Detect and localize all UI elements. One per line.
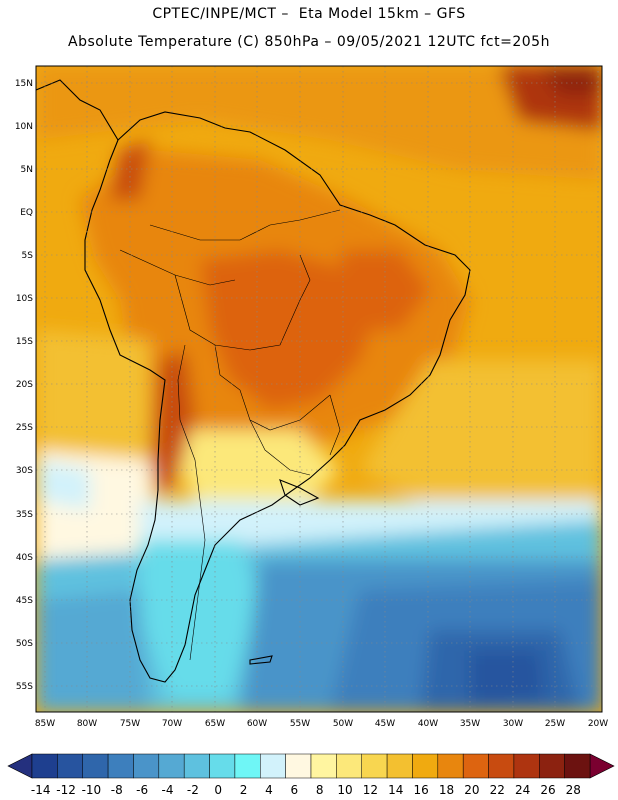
colorbar-tick-label: 8 — [316, 783, 324, 797]
colorbar-swatch — [234, 753, 261, 779]
lat-label: 40S — [16, 553, 33, 563]
colorbar-tick-label: -8 — [111, 783, 123, 797]
lat-label: EQ — [20, 208, 33, 218]
chart-title-line-2: Absolute Temperature (C) 850hPa – 09/05/… — [68, 34, 550, 50]
colorbar-swatch — [133, 753, 160, 779]
colorbar-tick-label: -12 — [56, 783, 76, 797]
colorbar-tick-label: -14 — [31, 783, 51, 797]
lon-label: 45W — [375, 719, 395, 729]
colorbar-swatch — [31, 753, 58, 779]
lon-label: 65W — [205, 719, 225, 729]
lat-label: 10N — [15, 122, 33, 132]
colorbar-swatch — [361, 753, 388, 779]
colorbar-tick-label: 4 — [265, 783, 273, 797]
colorbar-overflow-arrow — [589, 753, 615, 779]
colorbar-tick-label: -6 — [136, 783, 148, 797]
lon-label: 30W — [503, 719, 523, 729]
colorbar-swatch — [564, 753, 591, 779]
lon-label: 35W — [460, 719, 480, 729]
colorbar-swatch — [209, 753, 236, 779]
lat-label: 15N — [15, 79, 33, 89]
colorbar-swatch — [412, 753, 439, 779]
colorbar-tick-label: -2 — [187, 783, 199, 797]
lat-label: 50S — [16, 639, 33, 649]
colorbar-underflow-arrow — [7, 753, 33, 779]
lon-label: 70W — [162, 719, 182, 729]
colorbar-swatch — [260, 753, 286, 779]
colorbar-tick-label: 10 — [337, 783, 352, 797]
lat-label: 10S — [16, 294, 33, 304]
map-frame — [35, 65, 603, 713]
lon-label: 20W — [588, 719, 608, 729]
colorbar-swatch — [57, 753, 83, 779]
colorbar-tick-label: 24 — [515, 783, 530, 797]
colorbar-tick-label: 2 — [240, 783, 248, 797]
colorbar-swatch — [82, 753, 109, 779]
lon-label: 75W — [120, 719, 140, 729]
colorbar-tick-label: 16 — [413, 783, 428, 797]
colorbar-swatch — [386, 753, 413, 779]
colorbar-tick-label: 28 — [566, 783, 581, 797]
colorbar-tick-label: -4 — [162, 783, 174, 797]
colorbar-tick-label: 22 — [490, 783, 505, 797]
colorbar-tick-label: 12 — [363, 783, 378, 797]
lat-label: 45S — [16, 596, 33, 606]
latitude-labels: 15N 10N 5N EQ 5S 10S 15S 20S 25S 30S 35S… — [15, 79, 33, 692]
lat-label: 25S — [16, 423, 33, 433]
lon-label: 40W — [418, 719, 438, 729]
lat-label: 20S — [16, 380, 33, 390]
lat-label: 15S — [16, 337, 33, 347]
lon-label: 25W — [545, 719, 565, 729]
colorbar-swatch — [183, 753, 210, 779]
lat-label: 5S — [22, 251, 34, 261]
coastline — [36, 79, 471, 683]
colorbar-swatch — [107, 753, 134, 779]
longitude-labels: 85W 80W 75W 70W 65W 60W 55W 50W 45W 40W … — [35, 719, 608, 729]
colorbar-swatch — [513, 753, 540, 779]
colorbar-tick-label: 18 — [439, 783, 454, 797]
colorbar-swatch — [437, 753, 464, 779]
colorbar-swatch — [539, 753, 565, 779]
lat-label: 5N — [21, 165, 33, 175]
colorbar-tick-label: 26 — [540, 783, 555, 797]
lon-label: 55W — [290, 719, 310, 729]
colorbar-tick-label: 0 — [214, 783, 222, 797]
colorbar-tick-label: 6 — [290, 783, 298, 797]
lon-label: 60W — [247, 719, 267, 729]
lat-label: 35S — [16, 510, 33, 520]
chart-title-line-1: CPTEC/INPE/MCT – Eta Model 15km – GFS — [152, 6, 466, 22]
colorbar-swatch — [310, 753, 337, 779]
lon-label: 80W — [77, 719, 97, 729]
colorbar-tick-label: 20 — [464, 783, 479, 797]
colorbar-swatch — [462, 753, 489, 779]
colorbar-tick-label: 14 — [388, 783, 403, 797]
colorbar-swatch — [285, 753, 312, 779]
lat-label: 55S — [16, 682, 33, 692]
colorbar-swatch — [336, 753, 362, 779]
country-borders — [119, 209, 341, 661]
colorbar-swatch — [158, 753, 185, 779]
colorbar-swatch — [488, 753, 515, 779]
lat-label: 30S — [16, 466, 33, 476]
lon-label: 85W — [35, 719, 55, 729]
colorbar-tick-label: -10 — [82, 783, 102, 797]
colorbar: -14 -12 -10 -8 -6 -4 -2 0 2 4 6 8 10 12 14 16 18 20 22 24 26… — [7, 753, 615, 797]
lon-label: 50W — [333, 719, 353, 729]
temperature-field — [36, 66, 602, 712]
